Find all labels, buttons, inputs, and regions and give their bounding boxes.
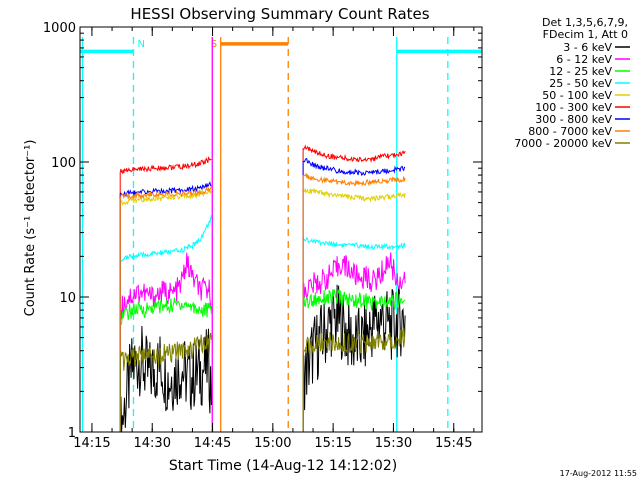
- annotation-label: N: [137, 39, 144, 50]
- series-line-50-100-keV: [302, 188, 406, 432]
- x-tick-label: 14:45: [194, 436, 231, 451]
- legend-label: 3 - 6 keV: [563, 41, 612, 54]
- y-tick-label: 1000: [43, 21, 76, 36]
- series-line-12-25-keV: [302, 289, 406, 432]
- x-axis: 14:15 14:30 14:45 15:00 15:15 15:30 15:45: [73, 27, 475, 451]
- series-line-100-300-keV: [119, 156, 212, 432]
- legend: Det 1,3,5,6,7,9,FDecim 1, Att 03 - 6 keV…: [514, 16, 630, 150]
- x-tick-label: 14:30: [134, 436, 171, 451]
- timestamp: 17-Aug-2012 11:55: [560, 469, 637, 478]
- plot-frame: [79, 26, 483, 433]
- legend-label: 50 - 100 keV: [542, 89, 612, 102]
- legend-label: 25 - 50 keV: [549, 77, 612, 90]
- series-line-6-12-keV: [302, 252, 406, 432]
- x-tick-label: 15:15: [314, 436, 351, 451]
- series-line-25-50-keV: [119, 214, 212, 432]
- legend-label: 100 - 300 keV: [535, 101, 612, 114]
- plot-data-area: SN: [80, 37, 482, 433]
- legend-header: Det 1,3,5,6,7,9,: [542, 16, 628, 29]
- annotation-label: S: [211, 39, 217, 50]
- series-line-800-7000-keV: [302, 172, 406, 432]
- series-line-50-100-keV: [119, 189, 212, 432]
- legend-label: 300 - 800 keV: [535, 113, 612, 126]
- legend-label: 6 - 12 keV: [556, 53, 612, 66]
- chart-title: HESSI Observing Summary Count Rates: [130, 5, 429, 23]
- series-line-25-50-keV: [302, 236, 406, 432]
- series-line-300-800-keV: [119, 181, 212, 432]
- series-line-100-300-keV: [302, 144, 406, 432]
- series-line-12-25-keV: [119, 297, 212, 432]
- legend-label: 7000 - 20000 keV: [514, 137, 612, 150]
- series-line-800-7000-keV: [119, 186, 212, 432]
- series-line-7000-20000-keV: [302, 327, 406, 432]
- series-line-7000-20000-keV: [119, 332, 212, 432]
- y-tick-label: 100: [51, 156, 76, 171]
- y-axis: 1 10 100 1000: [43, 21, 482, 441]
- legend-label: 12 - 25 keV: [549, 65, 612, 78]
- series-line-300-800-keV: [302, 158, 406, 432]
- series-line-6-12-keV: [119, 252, 212, 432]
- y-tick-label: 10: [59, 291, 76, 306]
- legend-header: FDecim 1, Att 0: [543, 28, 628, 41]
- legend-label: 800 - 7000 keV: [528, 125, 612, 138]
- x-tick-label: 15:45: [435, 436, 472, 451]
- y-axis-label: Count Rate (s⁻¹ detector⁻¹): [23, 140, 38, 317]
- x-tick-label: 15:30: [375, 436, 412, 451]
- x-axis-label: Start Time (14-Aug-12 14:12:02): [169, 458, 397, 474]
- y-tick-label: 1: [68, 426, 76, 441]
- x-tick-label: 14:15: [73, 436, 110, 451]
- x-tick-label: 15:00: [254, 436, 291, 451]
